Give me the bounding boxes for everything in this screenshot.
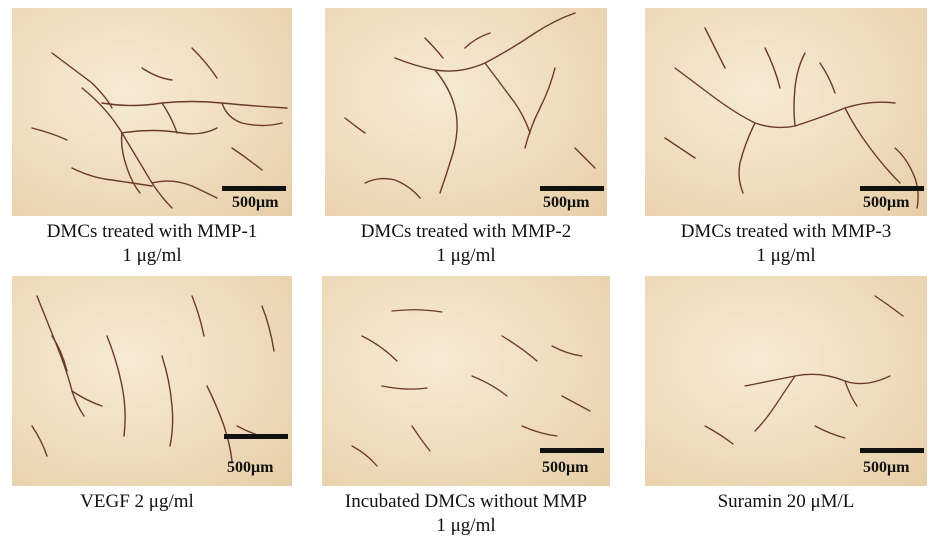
scale-label: 500μm [227, 459, 274, 476]
scale-label: 500μm [232, 194, 279, 211]
caption-suramin: Suramin 20 μM/L [645, 490, 927, 514]
caption-vegf: VEGF 2 μg/ml [12, 490, 262, 514]
scale-label: 500μm [863, 194, 910, 211]
scale-bar [222, 186, 286, 191]
caption-line1: Suramin 20 μM/L [717, 491, 855, 512]
caption-line2: 1 μg/ml [756, 245, 816, 266]
vessel-network-mmp1 [31, 47, 288, 209]
scale-bar [224, 434, 288, 439]
micrograph-mmp3: 500μm [645, 8, 927, 216]
scale-bar [540, 186, 604, 191]
caption-line2: 1 μg/ml [436, 515, 496, 536]
vessel-network-mmp3 [664, 27, 919, 209]
caption-mmp1: DMCs treated with MMP-1 1 μg/ml [12, 220, 292, 268]
micrograph-nommp: 500μm [322, 276, 610, 486]
micrograph-vegf: 500μm [12, 276, 292, 486]
caption-line2: 1 μg/ml [122, 245, 182, 266]
scale-label: 500μm [542, 459, 589, 476]
micrograph-mmp2: 500μm [325, 8, 607, 216]
caption-line1: DMCs treated with MMP-2 [360, 221, 572, 242]
scale-label: 500μm [863, 459, 910, 476]
caption-nommp: Incubated DMCs without MMP 1 μg/ml [322, 490, 610, 538]
micrograph-suramin: 500μm [645, 276, 927, 486]
vessel-network-vegf [31, 295, 275, 462]
scale-bar [860, 448, 924, 453]
scale-bar [860, 186, 924, 191]
micrograph-mmp1: 500μm [12, 8, 292, 216]
caption-mmp2: DMCs treated with MMP-2 1 μg/ml [325, 220, 607, 268]
caption-line1: DMCs treated with MMP-3 [680, 221, 892, 242]
scale-bar [540, 448, 604, 453]
scale-label: 500μm [543, 194, 590, 211]
caption-mmp3: DMCs treated with MMP-3 1 μg/ml [645, 220, 927, 268]
vessel-network-suramin [704, 295, 904, 445]
caption-line1: Incubated DMCs without MMP [344, 491, 588, 512]
vessel-network-nommp [351, 309, 591, 467]
caption-line2: 1 μg/ml [436, 245, 496, 266]
vessel-network-mmp2 [344, 12, 596, 199]
caption-line1: DMCs treated with MMP-1 [46, 221, 258, 242]
caption-line1: VEGF 2 μg/ml [80, 491, 194, 512]
